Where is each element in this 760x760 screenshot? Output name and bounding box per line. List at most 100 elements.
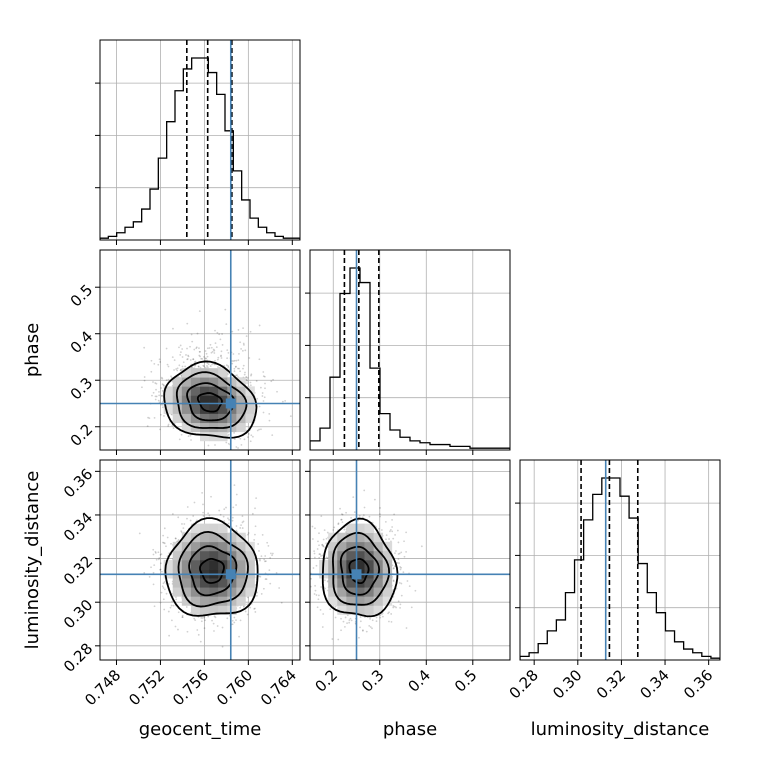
sample-point	[324, 587, 326, 590]
sample-point	[147, 416, 149, 419]
sample-point	[150, 566, 152, 569]
sample-point	[311, 538, 314, 540]
sample-point	[213, 630, 215, 632]
sample-point	[375, 620, 378, 623]
sample-point	[244, 349, 247, 352]
sample-point	[160, 591, 163, 594]
density-cell	[227, 560, 237, 570]
density-cell	[209, 560, 219, 570]
sample-point	[405, 550, 408, 553]
density-cell	[190, 541, 201, 552]
sample-point	[318, 532, 320, 535]
y-tick-label-luminosity_distance-0: 0.28	[60, 639, 96, 675]
sample-point	[196, 332, 199, 335]
sample-point	[143, 376, 146, 378]
density-cell	[200, 578, 210, 588]
sample-point	[193, 361, 196, 364]
sample-point	[322, 538, 325, 541]
sample-point	[225, 506, 227, 509]
density-cell	[172, 550, 183, 561]
contour-geocent_time-phase-3	[163, 360, 258, 439]
panel-frame-2-0	[99, 459, 301, 661]
density-cell	[236, 422, 246, 433]
sample-point	[237, 447, 239, 449]
sample-point	[389, 530, 391, 533]
sample-point	[249, 381, 252, 384]
density-cell	[337, 605, 347, 615]
sample-point	[152, 548, 155, 551]
sample-point	[227, 456, 229, 458]
sample-point	[340, 629, 342, 632]
sample-point	[150, 370, 153, 373]
sample-point	[359, 626, 361, 629]
sample-point	[171, 600, 174, 603]
sample-point	[250, 374, 252, 377]
sample-point	[387, 612, 390, 615]
sample-point	[391, 518, 393, 521]
contour-geocent_time-luminosity_distance-1	[188, 545, 238, 597]
sample-point	[250, 373, 253, 376]
sample-point	[349, 617, 352, 620]
density-cell	[364, 532, 374, 543]
sample-point	[214, 616, 217, 619]
panel-grid-1-0	[100, 250, 300, 458]
sample-point	[158, 394, 161, 397]
density-cell	[227, 596, 237, 606]
sample-point	[269, 552, 272, 555]
sample-point	[166, 363, 169, 366]
sample-point	[390, 620, 393, 623]
sample-point	[138, 532, 141, 535]
sample-point	[218, 509, 221, 512]
sample-point	[186, 358, 189, 361]
sample-point	[389, 528, 392, 531]
sample-point	[233, 484, 236, 487]
density-cell	[337, 541, 347, 552]
sample-point	[281, 400, 284, 403]
sample-point	[362, 629, 364, 632]
sample-point	[235, 504, 237, 506]
sample-point	[238, 367, 241, 370]
sample-point	[235, 619, 237, 621]
sample-point	[256, 429, 259, 432]
sample-point	[227, 522, 230, 525]
sample-point	[340, 518, 343, 521]
sample-point	[391, 530, 394, 533]
density-cell	[172, 560, 183, 570]
sample-point	[206, 347, 209, 350]
sample-point	[350, 619, 353, 622]
density-cell	[181, 368, 192, 378]
sample-point	[235, 359, 238, 362]
density-cell	[163, 560, 174, 570]
histogram-geocent_time	[100, 57, 300, 240]
density-cell	[181, 532, 192, 543]
sample-point	[186, 358, 189, 360]
sample-point	[203, 365, 205, 368]
sample-point	[169, 606, 172, 609]
sample-point	[365, 630, 368, 633]
sample-point	[244, 610, 247, 613]
sample-point	[361, 629, 364, 632]
sample-point	[239, 527, 242, 529]
sample-point	[233, 359, 236, 362]
density-cell	[190, 386, 201, 396]
density-cell	[190, 560, 201, 570]
panel-grid-2-0	[100, 460, 300, 660]
sample-point	[180, 530, 183, 533]
x-axis-label-phase: phase	[383, 719, 437, 740]
sample-point	[342, 620, 345, 623]
density-cell	[172, 404, 183, 414]
sample-point	[235, 493, 238, 496]
sample-point	[399, 603, 402, 606]
sample-point	[314, 589, 317, 592]
sample-point	[278, 587, 281, 589]
sample-point	[159, 562, 162, 565]
sample-point	[160, 387, 163, 389]
sample-point	[172, 327, 174, 330]
density-cell	[190, 596, 201, 606]
sample-point	[317, 598, 320, 601]
density-cell	[218, 368, 228, 378]
sample-point	[155, 382, 158, 385]
sample-point	[214, 359, 216, 362]
sample-point	[213, 352, 216, 354]
sample-point	[222, 515, 225, 518]
